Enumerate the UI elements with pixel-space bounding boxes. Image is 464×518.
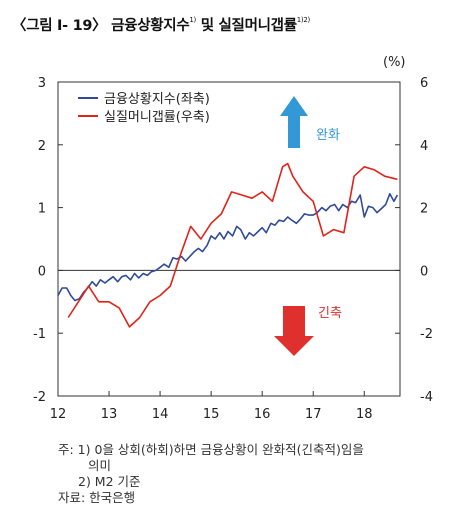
chart-svg: 3 2 1 0 -1 -2 6 4 2 0 -2 -4 12 13 14 15 16 17 18 금융상황지수(좌축)… xyxy=(33,76,433,422)
legend-label-2: 실질머니갭률(우축) xyxy=(104,110,210,125)
right-axis-tick-label: 4 xyxy=(420,139,428,154)
right-axis-unit: (%) xyxy=(383,55,406,70)
footnote-1-cont: 의미 xyxy=(88,458,112,473)
chart-title-footnote-ref-2: 1)2) xyxy=(296,16,310,24)
x-axis-tick-label: 12 xyxy=(50,407,67,422)
footnote-1: 주: 1) 0을 상회(하회)하면 금융상황이 완화적(긴축적)임을 xyxy=(58,442,364,457)
left-axis-tick-label: 3 xyxy=(38,76,46,91)
legend-label-1: 금융상황지수(좌축) xyxy=(104,92,210,107)
x-axis-tick-label: 16 xyxy=(254,407,271,422)
footnote-2: 2) M2 기준 xyxy=(78,474,141,489)
left-axis-tick-label: 1 xyxy=(38,202,46,217)
right-axis-tick-label: -2 xyxy=(420,327,433,342)
right-axis-tick-label: 2 xyxy=(420,202,428,217)
tighten-label: 긴축 xyxy=(318,306,342,321)
ease-arrow-icon xyxy=(280,96,308,148)
tighten-arrow-icon xyxy=(274,306,314,356)
left-axis-tick-label: -2 xyxy=(33,390,46,405)
plot-frame xyxy=(57,81,401,397)
chart-title-footnote-ref-1: 1) xyxy=(189,16,196,24)
x-axis-tick-label: 17 xyxy=(305,407,322,422)
left-axis-tick-label: -1 xyxy=(33,327,46,342)
source-note: 자료: 한국은행 xyxy=(58,490,136,505)
x-axis-tick-label: 14 xyxy=(152,407,169,422)
right-axis-tick-label: 6 xyxy=(420,76,428,91)
footnotes: 주: 1) 0을 상회(하회)하면 금융상황이 완화적(긴축적)임을 의미 2)… xyxy=(58,442,364,506)
right-axis-tick-label: -4 xyxy=(420,390,433,405)
x-axis-tick-label: 13 xyxy=(101,407,118,422)
chart-title-mid: 및 실질머니갭률 xyxy=(195,18,297,34)
left-axis-tick-label: 2 xyxy=(38,139,46,154)
x-axis-tick-label: 15 xyxy=(203,407,220,422)
left-axis-tick-label: 0 xyxy=(38,264,46,279)
chart-title: 〈그림 Ⅰ- 19〉 금융상황지수1) 및 실질머니갭률1)2) xyxy=(12,14,310,35)
ease-label: 완화 xyxy=(316,128,340,143)
x-axis-tick-label: 18 xyxy=(356,407,373,422)
series-line-2 xyxy=(67,162,398,328)
chart-title-main: 〈그림 Ⅰ- 19〉 금융상황지수 xyxy=(12,18,190,34)
series-line-1 xyxy=(57,193,399,302)
right-axis-tick-label: 0 xyxy=(420,264,428,279)
